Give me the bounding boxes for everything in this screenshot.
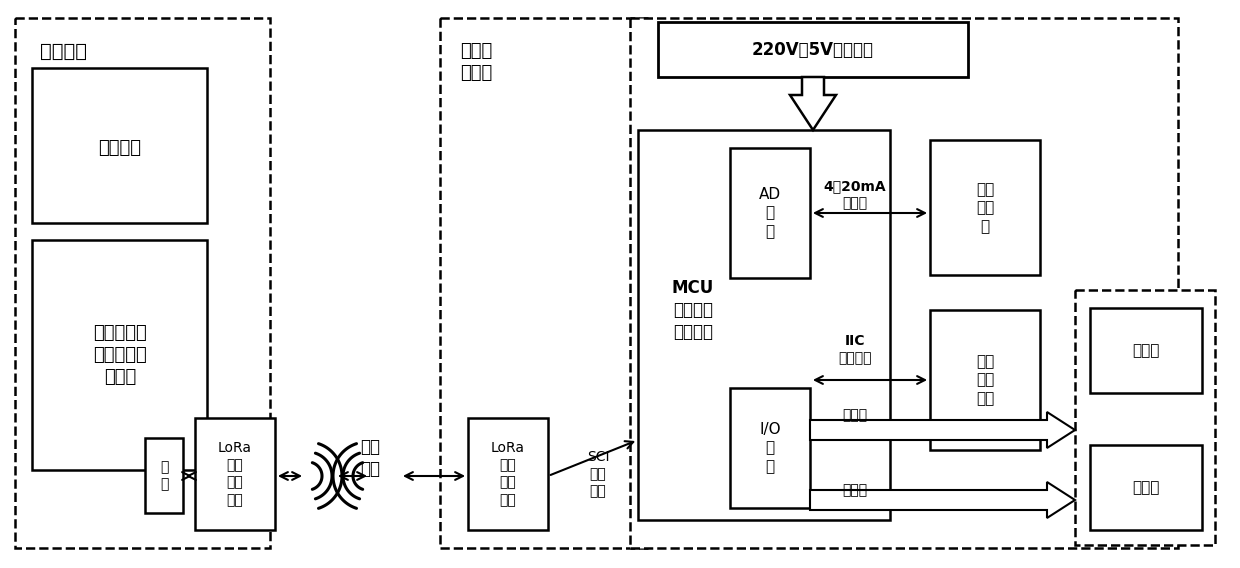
Text: 液位
传感
器: 液位 传感 器 <box>976 182 994 234</box>
Text: 测控后台: 测控后台 <box>40 42 87 61</box>
Bar <box>658 22 968 77</box>
Bar <box>930 140 1040 275</box>
Text: 温湿
度传
感器: 温湿 度传 感器 <box>976 354 994 406</box>
Text: 无线
通讯: 无线 通讯 <box>360 438 379 478</box>
Polygon shape <box>810 482 1075 518</box>
Text: I/O
输
出: I/O 输 出 <box>759 422 781 474</box>
Text: 软件界面: 软件界面 <box>98 139 141 157</box>
Bar <box>730 388 810 508</box>
Bar <box>1090 445 1202 530</box>
Text: SCI
串行
协议: SCI 串行 协议 <box>587 450 609 498</box>
Text: 除湿器: 除湿器 <box>1132 481 1159 495</box>
Bar <box>145 438 184 513</box>
Text: 4～20mA
模拟量: 4～20mA 模拟量 <box>823 179 887 211</box>
Text: MCU
微处理器
控制单元: MCU 微处理器 控制单元 <box>672 279 714 341</box>
Text: LoRa
无线
收发
模块: LoRa 无线 收发 模块 <box>491 441 525 507</box>
Bar <box>630 18 1178 548</box>
Bar <box>32 68 207 223</box>
Text: 就地测
控装置: 就地测 控装置 <box>460 42 492 82</box>
Bar <box>639 130 890 520</box>
Bar <box>440 18 650 548</box>
Bar <box>32 240 207 470</box>
Bar <box>15 18 270 548</box>
Bar <box>930 310 1040 450</box>
Bar <box>1075 290 1215 545</box>
Bar <box>1090 308 1202 393</box>
Text: IIC
总线协议: IIC 总线协议 <box>838 335 872 366</box>
Text: LoRa
无线
收发
模块: LoRa 无线 收发 模块 <box>218 441 252 507</box>
Text: 220V～5V电源模块: 220V～5V电源模块 <box>751 41 874 59</box>
Polygon shape <box>810 412 1075 448</box>
Text: 开关量: 开关量 <box>842 408 868 422</box>
Bar <box>467 418 548 530</box>
Text: 大型变电站
重点设施监
控系统: 大型变电站 重点设施监 控系统 <box>93 324 146 386</box>
Text: 加热器: 加热器 <box>1132 344 1159 358</box>
Text: AD
转
换: AD 转 换 <box>759 187 781 239</box>
Bar <box>730 148 810 278</box>
Bar <box>195 418 275 530</box>
Text: 开关量: 开关量 <box>842 483 868 497</box>
Polygon shape <box>790 77 836 130</box>
Text: 串
口: 串 口 <box>160 460 169 492</box>
